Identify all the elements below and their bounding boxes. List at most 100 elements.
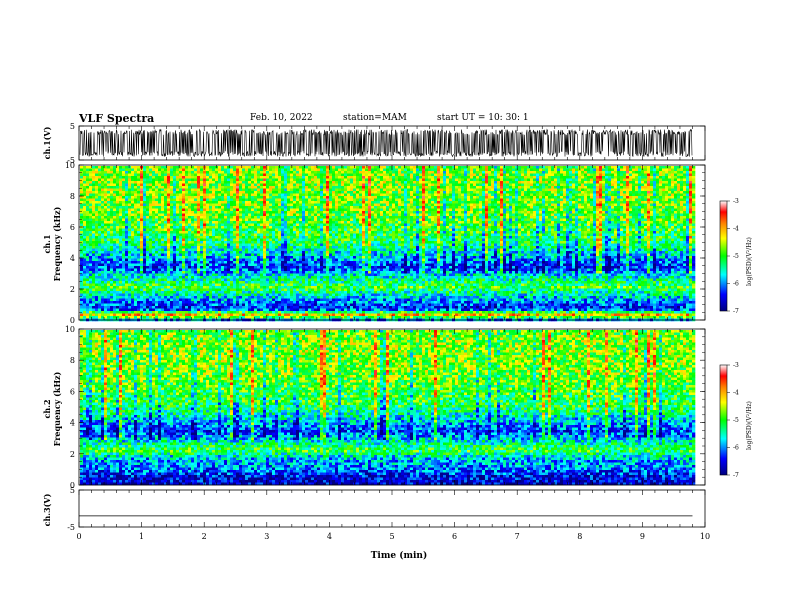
ch1-spectrogram-cell bbox=[185, 176, 189, 179]
ch1-spectrogram-cell bbox=[116, 196, 120, 199]
ch1-spectrogram-cell bbox=[209, 256, 213, 259]
ch1-spectrogram-cell bbox=[275, 256, 279, 259]
ch1-spectrogram-cell bbox=[251, 171, 255, 174]
ch1-spectrogram-cell bbox=[308, 168, 312, 172]
ch1-spectrogram-cell bbox=[146, 258, 150, 262]
ch1-spectrogram-cell bbox=[134, 166, 138, 169]
ch1-spectrogram-cell bbox=[89, 316, 93, 319]
ch1-spectrogram-cell bbox=[269, 276, 273, 279]
ch1-spectrogram-cell bbox=[197, 296, 201, 299]
ch1-spectrogram-cell bbox=[104, 253, 108, 257]
ch1-spectrogram-cell bbox=[218, 236, 222, 239]
ch1-spectrogram-cell bbox=[104, 246, 108, 249]
ch1-spectrogram-cell bbox=[98, 183, 102, 187]
ch1-spectrogram-cell bbox=[134, 268, 138, 272]
ch1-spectrogram-cell bbox=[185, 226, 189, 229]
ch1-spectrogram-cell bbox=[230, 201, 234, 204]
ch1-spectrogram-cell bbox=[293, 226, 297, 229]
ch1-spectrogram-cell bbox=[155, 266, 159, 269]
ch1-spectrogram-cell bbox=[266, 253, 270, 257]
ch1-spectrogram-cell bbox=[293, 168, 297, 172]
ch1-spectrogram-cell bbox=[170, 253, 174, 257]
ch1-spectrogram-cell bbox=[215, 248, 219, 252]
ch1-spectrogram-cell bbox=[116, 186, 120, 189]
ch1-spectrogram-cell bbox=[257, 213, 261, 217]
ch1-spectrogram-cell bbox=[179, 303, 183, 307]
ch1-spectrogram-cell bbox=[146, 178, 150, 182]
ch1-spectrogram-cell bbox=[104, 271, 108, 274]
ch1-spectrogram-cell bbox=[314, 266, 318, 269]
ch1-spectrogram-cell bbox=[242, 248, 246, 252]
ch1-spectrogram-cell bbox=[176, 241, 180, 244]
ch1-spectrogram-cell bbox=[281, 301, 285, 304]
ch1-spectrogram-cell bbox=[275, 266, 279, 269]
ch1-spectrogram-cell bbox=[308, 203, 312, 207]
ch1-spectrogram-cell bbox=[107, 268, 111, 272]
ch1-spectrogram-cell bbox=[305, 303, 309, 307]
ch1-spectrogram-cell bbox=[194, 268, 198, 272]
ch1-spectrogram-cell bbox=[161, 236, 165, 239]
ch1-spectrogram-cell bbox=[278, 298, 282, 302]
ch1-spectrogram-cell bbox=[311, 278, 315, 282]
ch1-spectrogram-cell bbox=[89, 221, 93, 224]
ch1-spectrogram-cell bbox=[158, 248, 162, 252]
ch1-spectrogram-cell bbox=[197, 313, 201, 317]
ch1-spectrogram-cell bbox=[266, 223, 270, 227]
ch1-spectrogram-cell bbox=[203, 298, 207, 302]
ch1-spectrogram-cell bbox=[266, 168, 270, 172]
ch1-spectrogram-cell bbox=[92, 306, 96, 309]
ch1-spectrogram-cell bbox=[179, 236, 183, 239]
ch1-spectrogram-cell bbox=[314, 236, 318, 239]
ch1-spectrogram-cell bbox=[200, 258, 204, 262]
ch1-spectrogram-cell bbox=[182, 263, 186, 267]
ch1-spectrogram-cell bbox=[287, 258, 291, 262]
ch1-spectrogram-cell bbox=[305, 283, 309, 287]
ch1-spectrogram-cell bbox=[122, 251, 126, 254]
ch1-spectrogram-cell bbox=[167, 293, 171, 297]
ch1-spectrogram-cell bbox=[293, 308, 297, 312]
ch1-spectrogram-cell bbox=[251, 208, 255, 212]
ch1-spectrogram-cell bbox=[176, 186, 180, 189]
ch1-spectrogram-cell bbox=[125, 206, 129, 209]
ch1-spectrogram-cell bbox=[188, 198, 192, 202]
ch1-spectrogram-cell bbox=[245, 236, 249, 239]
ch1-spectrogram-cell bbox=[203, 211, 207, 214]
ch1-spectrogram-cell bbox=[164, 278, 168, 282]
ch1-spectrogram-cell bbox=[137, 216, 141, 219]
ch1-spectrogram-cell bbox=[110, 208, 114, 212]
ch1-spectrogram-cell bbox=[248, 226, 252, 229]
ch1-spectrogram-cell bbox=[224, 276, 228, 279]
ch1-spectrogram-cell bbox=[206, 228, 210, 232]
ch1-spectrogram-cell bbox=[203, 238, 207, 242]
ch1-spectrogram-cell bbox=[215, 211, 219, 214]
ch1-spectrogram-cell bbox=[293, 296, 297, 299]
ch1-spectrogram-cell bbox=[143, 208, 147, 212]
ch1-spectrogram-cell bbox=[119, 308, 123, 312]
ch1-spectrogram-cell bbox=[122, 181, 126, 184]
ch1-spectrogram-cell bbox=[305, 193, 309, 197]
ch1-spectrogram-cell bbox=[215, 218, 219, 222]
ch1-spectrogram-cell bbox=[110, 288, 114, 292]
ch1-spectrogram-cell bbox=[254, 211, 258, 214]
ch1-spectrogram-cell bbox=[92, 178, 96, 182]
ch1-spectrogram-cell bbox=[218, 233, 222, 237]
ch1-spectrogram-cell bbox=[161, 166, 165, 169]
ch1-spectrogram-cell bbox=[170, 193, 174, 197]
ch1-spectrogram-cell bbox=[272, 316, 276, 319]
ch1-spectrogram-cell bbox=[116, 221, 120, 224]
ch1-spectrogram-cell bbox=[149, 278, 153, 282]
ch1-spectrogram-cell bbox=[152, 186, 156, 189]
ch1-spectrogram-cell bbox=[131, 273, 135, 277]
ch1-spectrogram-cell bbox=[104, 281, 108, 284]
ch1-spectrogram-cell bbox=[110, 278, 114, 282]
ch1-spectrogram-cell bbox=[170, 261, 174, 264]
ch1-spectrogram-cell bbox=[161, 221, 165, 224]
ch1-spectrogram-cell bbox=[248, 301, 252, 304]
ch1-spectrogram-cell bbox=[116, 173, 120, 177]
ch1-spectrogram-cell bbox=[167, 208, 171, 212]
ch1-spectrogram-cell bbox=[299, 203, 303, 207]
ch1-spectrogram-cell bbox=[89, 201, 93, 204]
ch1-spectrogram-cell bbox=[257, 303, 261, 307]
ch1-spectrogram-cell bbox=[311, 208, 315, 212]
ch1-spectrogram-cell bbox=[179, 223, 183, 227]
